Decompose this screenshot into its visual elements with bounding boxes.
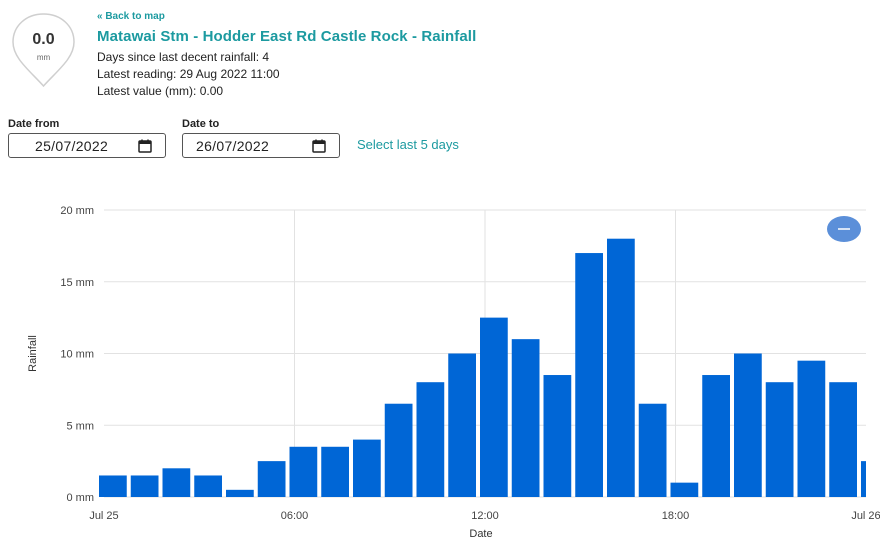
x-tick-label: 12:00 xyxy=(471,510,499,522)
rainfall-bar xyxy=(607,238,635,497)
rainfall-bar xyxy=(734,353,762,497)
rainfall-bar xyxy=(797,360,826,497)
rainfall-bar xyxy=(543,375,572,497)
rainfall-bar xyxy=(638,403,667,497)
rainfall-bar xyxy=(130,475,159,497)
rainfall-chart: 0 mm 5 mm 10 mm 15 mm 20 mm Jul 25 06:00 12:00… xyxy=(27,205,880,540)
rainfall-bar xyxy=(861,461,866,497)
rainfall-bar xyxy=(384,403,413,497)
latest-reading-label: Latest reading: xyxy=(97,67,177,81)
latest-reading-value: 29 Aug 2022 11:00 xyxy=(179,67,280,81)
y-axis-ticks: 0 mm 5 mm 10 mm 15 mm 20 mm xyxy=(60,205,94,504)
date-from-field[interactable]: 25/07/2022 xyxy=(8,133,166,158)
latest-reading-line: Latest reading: 29 Aug 2022 11:00 xyxy=(97,67,280,81)
chart-bars xyxy=(99,238,866,497)
x-tick-label: 18:00 xyxy=(662,510,690,522)
y-tick-label: 10 mm xyxy=(60,349,94,361)
calendar-icon[interactable] xyxy=(312,139,326,153)
rainfall-bar xyxy=(480,317,508,497)
y-tick-label: 5 mm xyxy=(67,420,95,432)
latest-value-label: Latest value (mm): xyxy=(97,84,197,98)
rainfall-bar xyxy=(765,382,794,497)
rainfall-bar xyxy=(257,461,286,497)
latest-value-value: 0.00 xyxy=(199,84,224,98)
rainfall-bar xyxy=(99,475,127,497)
x-axis-ticks: Jul 25 06:00 12:00 18:00 Jul 26 xyxy=(89,510,880,522)
rainfall-bar xyxy=(670,482,699,497)
latest-value-line: Latest value (mm): 0.00 xyxy=(97,84,223,98)
date-from-label: Date from xyxy=(8,118,60,130)
y-axis-title: Rainfall xyxy=(27,335,39,372)
rainfall-bar xyxy=(702,375,730,497)
y-tick-label: 15 mm xyxy=(60,277,94,289)
rainfall-bar xyxy=(575,253,603,497)
x-tick-label: 06:00 xyxy=(281,510,309,522)
rainfall-bar xyxy=(162,468,191,497)
map-marker-icon xyxy=(12,13,75,88)
back-to-map-link[interactable]: « Back to map xyxy=(97,11,165,22)
days-since-value: 4 xyxy=(262,50,270,64)
badge-unit: mm xyxy=(36,53,51,62)
zoom-out-button[interactable] xyxy=(827,216,861,242)
rainfall-bar xyxy=(194,475,222,497)
rainfall-bar xyxy=(226,489,254,497)
days-since-label: Days since last decent rainfall: xyxy=(97,50,260,64)
date-to-value: 26/07/2022 xyxy=(196,138,270,154)
rainfall-bar xyxy=(448,353,476,497)
rainfall-bar xyxy=(289,446,318,497)
y-tick-label: 20 mm xyxy=(60,205,94,217)
rainfall-bar xyxy=(416,382,445,497)
x-tick-label: Jul 26 xyxy=(851,510,880,522)
current-value-badge: 0.0 mm xyxy=(9,10,78,90)
badge-value: 0.0 xyxy=(32,31,55,48)
rainfall-bar xyxy=(353,439,381,497)
calendar-icon[interactable] xyxy=(138,139,152,153)
x-axis-title: Date xyxy=(469,528,492,540)
select-last-5-days-link[interactable]: Select last 5 days xyxy=(357,137,459,152)
page-title: Matawai Stm - Hodder East Rd Castle Rock… xyxy=(97,28,477,45)
x-tick-label: Jul 25 xyxy=(89,510,118,522)
date-to-label: Date to xyxy=(182,118,220,130)
rainfall-bar xyxy=(829,382,857,497)
rainfall-bar xyxy=(511,339,540,497)
rainfall-bar xyxy=(321,446,349,497)
days-since-rain-line: Days since last decent rainfall: 4 xyxy=(97,50,269,64)
date-to-field[interactable]: 26/07/2022 xyxy=(182,133,340,158)
y-tick-label: 0 mm xyxy=(67,492,95,504)
date-from-value: 25/07/2022 xyxy=(35,138,109,154)
